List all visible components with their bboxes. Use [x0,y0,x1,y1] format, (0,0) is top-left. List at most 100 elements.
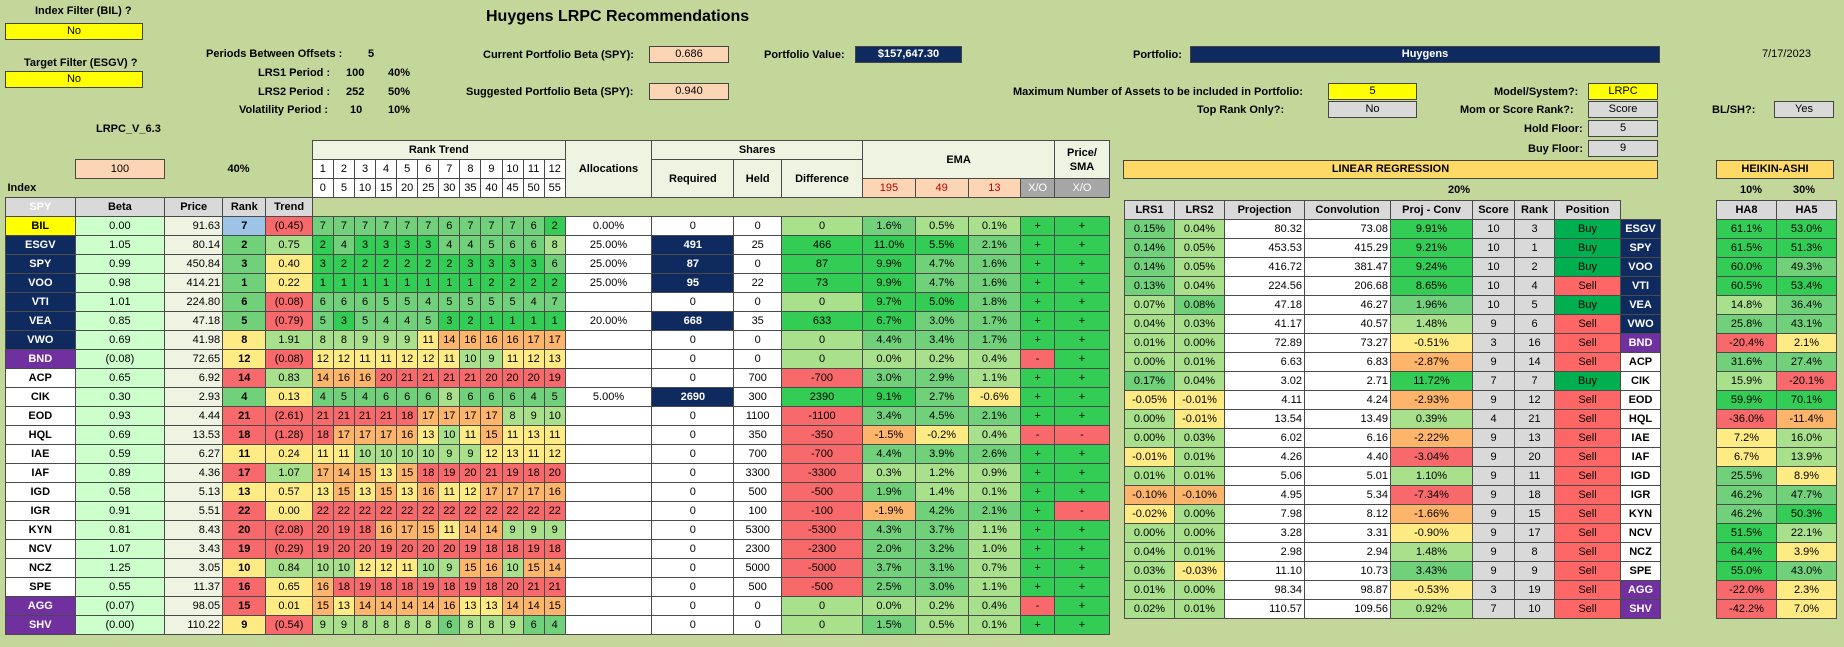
difference-value: -100 [780,501,864,521]
held-value: 2300 [733,539,782,559]
position-value: Sell [1554,276,1621,296]
held-value: 0 [733,292,782,312]
rank-trend-cell: 6 [501,387,524,407]
ha8-value: 60.0% [1716,257,1777,277]
ema-195-value: 1.9% [862,482,916,502]
convolution-value: 10.73 [1304,561,1391,581]
max-assets-value[interactable]: 5 [1328,83,1417,100]
ema-13-value: 2.1% [967,501,1022,521]
held-value: 5300 [733,520,782,540]
ema-13-value: 1.0% [967,539,1022,559]
buy-floor-value[interactable]: 9 [1588,140,1658,157]
price-sma-value: + [1053,444,1111,464]
rank-trend-cell: 3 [332,311,355,331]
convolution-value: 4.40 [1304,447,1391,467]
portfolio-name[interactable]: Huygens [1190,46,1660,63]
ema-xo-value: + [1020,406,1055,426]
rank-trend-cell: 13 [522,425,545,445]
ha-ticker: CIK [1620,371,1661,391]
difference-value: -700 [780,368,864,388]
top-rank-value[interactable]: No [1328,101,1417,118]
trend-value: (2.61) [265,406,313,426]
table-row: 7.2% 16.0% [1716,428,1837,448]
rank-trend-cell: 6 [522,615,545,635]
ema-49-value: 4.7% [914,254,969,274]
ema-195-value: 0.0% [862,596,916,616]
heikin-ashi-table: HA8 HA5 61.1% 53.0% 61.5% 51.3% 60.0% 49.3% 60.5… [1716,200,1837,619]
difference-value: -1100 [780,406,864,426]
target-filter-value[interactable]: No [5,71,143,88]
rank-trend-cell: 19 [522,539,545,559]
rank-trend-cell: 1 [396,273,419,293]
beta-value: 0.99 [74,254,166,274]
held-value: 300 [733,387,782,407]
lrs1-value: 0.03% [1124,561,1175,581]
rank-trend-cell: 6 [480,387,503,407]
rank-trend-cell: 2 [543,273,566,293]
projection-value: 4.11 [1224,390,1305,410]
index-filter-value[interactable]: No [5,23,143,40]
report-date: 7/17/2023 [1762,48,1811,60]
table-row: 0.07% 0.08% 47.18 46.27 1.96% 10 5 Buy VEA [1124,295,1661,315]
lrs1-value: 0.15% [1124,219,1175,239]
ema-xo-value: + [1020,539,1055,559]
rank-trend-cell: 11 [438,520,461,540]
held-value: 500 [733,577,782,597]
lrs1-value: 0.04% [1124,542,1175,562]
beta-value: 0.93 [74,406,166,426]
ema-xo-value: + [1020,311,1055,331]
rank-trend-offset-2: 10 [353,178,377,198]
ema-195-value: 0.0% [862,349,916,369]
mom-value[interactable]: Score [1588,101,1658,118]
ema-13-value: 0.4% [967,425,1022,445]
held-value: 0 [733,254,782,274]
required-value: 491 [651,235,735,255]
lrs1-value: 0.00% [1124,428,1175,448]
projection-value: 41.17 [1224,314,1305,334]
score-value: 10 [1472,257,1515,277]
table-row: NCZ 1.25 3.05 10 0.84 10 10 12 12 11 10 9 15 16 10 15 14… [5,558,1111,578]
lrs1-value: 100 [346,67,365,79]
table-row: 25.8% 43.1% [1716,314,1837,334]
ha5-value: 50.3% [1776,504,1837,524]
table-row: ACP 0.65 6.92 14 0.83 14 16 16 20 21 21 21 21 20 20 20 1… [5,368,1111,388]
rank-trend-num-9: 9 [480,159,503,179]
allocation-value: 20.00% [564,311,653,331]
table-row: -42.2% 7.0% [1716,599,1837,619]
convolution-value: 98.87 [1304,580,1391,600]
rank-trend-cell: 7 [332,216,355,236]
required-value: 0 [651,596,735,616]
ema-49-value: 3.9% [914,444,969,464]
ha8-value: -20.4% [1716,333,1777,353]
ema-13-value: 1.6% [967,254,1022,274]
ha-col-header-1: HA5 [1776,200,1837,220]
lrs2-value: 0.01% [1174,352,1225,372]
rank-trend-cell: 14 [522,596,545,616]
projection-value: 4.95 [1224,485,1305,505]
lrs1-label: LRS1 Period : [258,67,331,79]
ha8-value: 46.2% [1716,504,1777,524]
position-value: Sell [1554,352,1621,372]
ha5-value: 47.7% [1776,485,1837,505]
blsh-value[interactable]: Yes [1774,101,1834,118]
ema-13-value: 0.1% [967,482,1022,502]
table-row: HQL 0.69 13.53 18 (1.28) 18 17 17 17 16 13 10 11 15 11… [5,425,1111,445]
allocation-value: 5.00% [564,387,653,407]
ema-195-value: 11.0% [862,235,916,255]
rank-trend-cell: 4 [543,615,566,635]
price-sma-value: + [1053,596,1111,616]
rank-trend-cell: 20 [353,539,377,559]
convolution-value: 415.29 [1304,238,1391,258]
ha8-value: -36.0% [1716,409,1777,429]
rank-trend-cell: 5 [459,292,482,312]
suggested-beta-label: Suggested Portfolio Beta (SPY): [466,86,634,98]
rank-trend-cell: 18 [480,577,503,597]
rank-trend-cell: 13 [501,444,524,464]
beta-value: 0.81 [74,520,166,540]
rank-trend-cell: 16 [543,482,566,502]
hold-floor-value[interactable]: 5 [1588,120,1658,137]
ha-ticker: VWO [1620,314,1661,334]
rank-trend-cell: 22 [543,501,566,521]
model-value[interactable]: LRPC [1588,83,1658,100]
required-value: 668 [651,311,735,331]
